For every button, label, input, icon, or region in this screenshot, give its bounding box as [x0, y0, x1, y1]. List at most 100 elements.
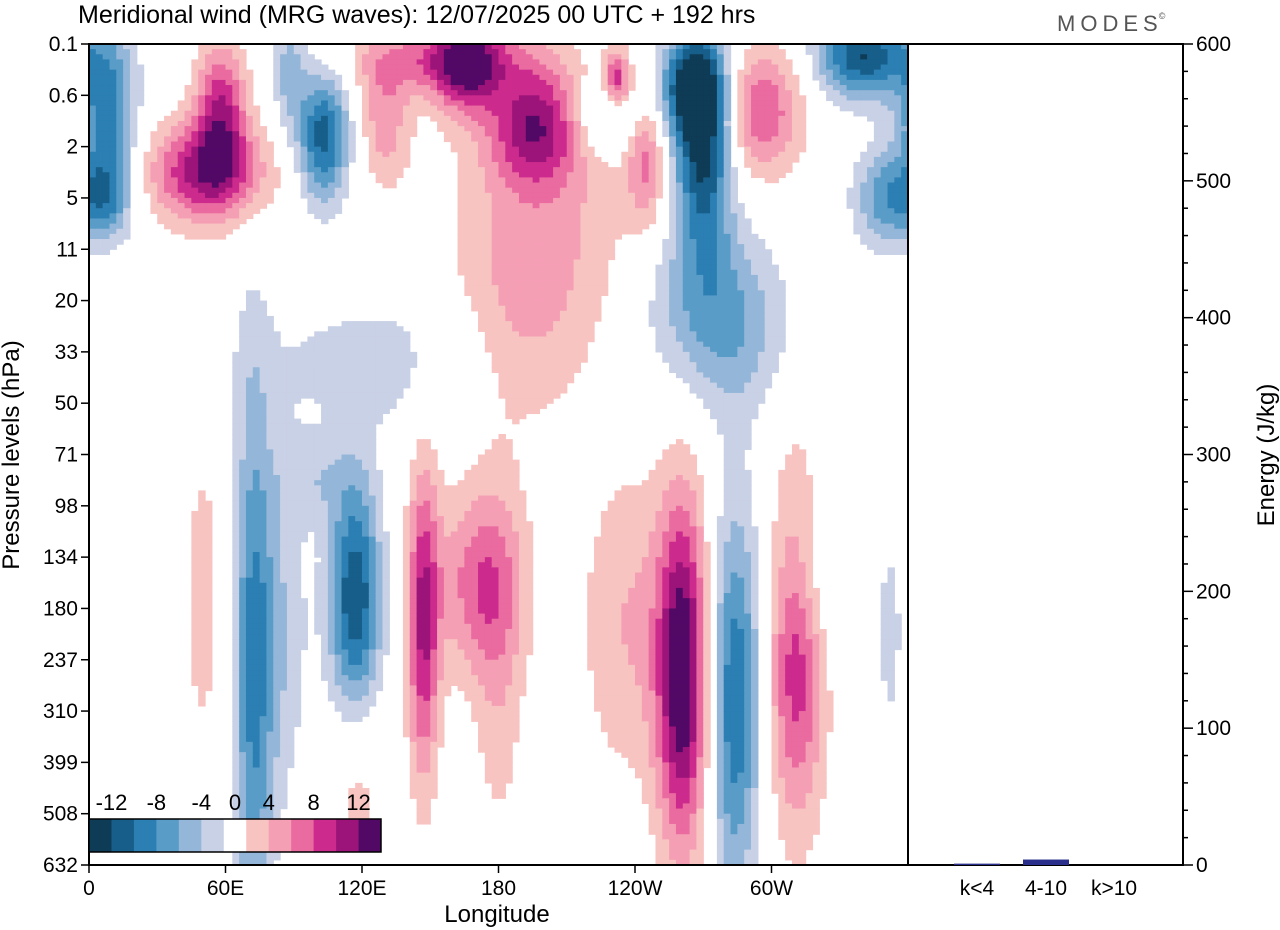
- heatmap-cell: [245, 315, 254, 322]
- heatmap-cell: [375, 495, 384, 502]
- heatmap-cell: [498, 505, 506, 512]
- heatmap-cell: [416, 593, 425, 599]
- heatmap-cell: [293, 546, 302, 553]
- heatmap-cell: [471, 613, 479, 620]
- heatmap-cell: [505, 670, 513, 676]
- heatmap-cell: [450, 521, 459, 527]
- heatmap-cell: [116, 64, 124, 71]
- heatmap-cell: [512, 613, 520, 620]
- heatmap-cell: [259, 675, 268, 681]
- heatmap-cell: [484, 469, 493, 476]
- heatmap-cell: [252, 105, 261, 112]
- heatmap-cell: [402, 85, 411, 91]
- heatmap-cell: [348, 562, 356, 568]
- heatmap-cell: [102, 151, 111, 158]
- heatmap-cell: [232, 808, 240, 815]
- heatmap-cell: [95, 244, 104, 250]
- heatmap-cell: [512, 526, 520, 533]
- heatmap-cell: [348, 670, 356, 676]
- heatmap-cell: [252, 516, 261, 522]
- heatmap-cell: [293, 439, 302, 445]
- heatmap-cell: [450, 69, 459, 76]
- heatmap-cell: [430, 475, 438, 481]
- heatmap-cell: [266, 146, 274, 153]
- heatmap-cell: [327, 341, 336, 348]
- heatmap-cell: [512, 387, 520, 394]
- heatmap-cell: [225, 208, 233, 214]
- heatmap-cell: [443, 136, 452, 143]
- heatmap-cell: [280, 392, 288, 399]
- heatmap-cell: [109, 79, 117, 86]
- heatmap-cell: [341, 531, 349, 538]
- heatmap-cell: [389, 392, 397, 399]
- heatmap-cell: [382, 120, 390, 127]
- heatmap-cell: [314, 577, 322, 584]
- heatmap-cell: [368, 321, 377, 327]
- heatmap-cell: [430, 64, 438, 71]
- heatmap-cell: [430, 598, 438, 604]
- heatmap-cell: [368, 336, 377, 343]
- heatmap-cell: [293, 49, 302, 55]
- heatmap-cell: [498, 269, 506, 276]
- heatmap-cell: [491, 680, 500, 687]
- heatmap-cell: [252, 808, 261, 815]
- heatmap-cell: [484, 644, 493, 651]
- heatmap-cell: [245, 736, 254, 743]
- heatmap-cell: [368, 392, 377, 399]
- heatmap-cell: [368, 326, 377, 332]
- heatmap-cell: [232, 187, 240, 194]
- heatmap-cell: [478, 490, 486, 497]
- heatmap-cell: [341, 587, 349, 594]
- heatmap-cell: [457, 249, 465, 255]
- heatmap-cell: [321, 675, 329, 681]
- heatmap-cell: [95, 208, 104, 214]
- heatmap-cell: [437, 69, 445, 76]
- heatmap-cell: [471, 244, 479, 250]
- heatmap-cell: [321, 623, 329, 630]
- heatmap-cell: [184, 110, 192, 117]
- heatmap-cell: [423, 731, 431, 738]
- heatmap-cell: [348, 146, 356, 153]
- heatmap-cell: [109, 85, 117, 91]
- heatmap-cell: [505, 521, 513, 527]
- heatmap-cell: [505, 536, 513, 543]
- heatmap-cell: [471, 464, 479, 471]
- heatmap-cell: [450, 64, 459, 71]
- heatmap-cell: [286, 490, 295, 497]
- heatmap-cell: [423, 813, 431, 820]
- heatmap-cell: [191, 618, 199, 625]
- heatmap-cell: [286, 521, 295, 527]
- heatmap-cell: [259, 156, 268, 163]
- heatmap-cell: [437, 603, 445, 610]
- heatmap-cell: [368, 685, 377, 692]
- heatmap-cell: [457, 197, 465, 204]
- heatmap-cell: [266, 813, 274, 820]
- heatmap-cell: [327, 100, 336, 107]
- heatmap-cell: [321, 367, 329, 373]
- heatmap-cell: [430, 100, 438, 107]
- heatmap-cell: [491, 310, 500, 317]
- heatmap-cell: [512, 136, 520, 143]
- heatmap-cell: [409, 567, 418, 574]
- heatmap-cell: [409, 64, 418, 71]
- heatmap-cell: [286, 485, 295, 492]
- heatmap-cell: [423, 480, 431, 486]
- heatmap-cell: [252, 726, 261, 733]
- heatmap-cell: [518, 238, 527, 245]
- heatmap-cell: [498, 587, 506, 594]
- heatmap-cell: [505, 541, 513, 548]
- heatmap-cell: [348, 372, 356, 379]
- heatmap-cell: [191, 531, 199, 538]
- heatmap-cell: [505, 269, 513, 276]
- heatmap-cell: [273, 485, 281, 492]
- heatmap-cell: [327, 459, 336, 466]
- heatmap-cell: [450, 664, 459, 671]
- heatmap-cell: [396, 346, 404, 353]
- heatmap-cell: [498, 392, 506, 399]
- heatmap-cell: [266, 675, 274, 681]
- heatmap-cell: [505, 79, 513, 86]
- heatmap-cell: [259, 362, 268, 368]
- heatmap-cell: [423, 444, 431, 450]
- heatmap-cell: [512, 44, 520, 50]
- heatmap-cell: [245, 613, 254, 620]
